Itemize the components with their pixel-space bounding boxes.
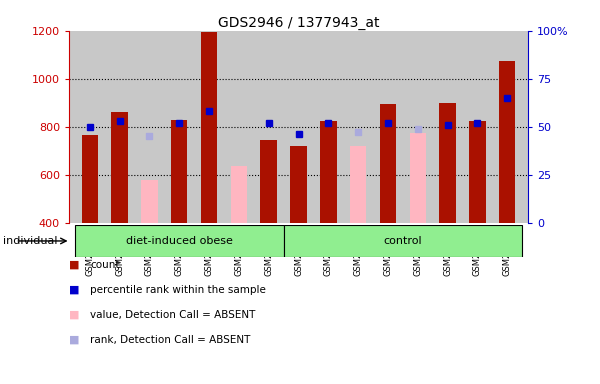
Text: ■: ■ xyxy=(69,335,79,345)
Bar xyxy=(284,225,522,257)
Text: ■: ■ xyxy=(69,285,79,295)
Text: ■: ■ xyxy=(69,260,79,270)
Title: GDS2946 / 1377943_at: GDS2946 / 1377943_at xyxy=(218,16,379,30)
Bar xyxy=(439,103,456,223)
Bar xyxy=(201,32,217,223)
Bar xyxy=(290,146,307,223)
Text: diet-induced obese: diet-induced obese xyxy=(126,236,233,246)
Bar xyxy=(230,166,247,223)
Bar xyxy=(171,119,187,223)
Bar xyxy=(469,121,485,223)
Text: value, Detection Call = ABSENT: value, Detection Call = ABSENT xyxy=(90,310,256,320)
Bar xyxy=(141,180,158,223)
Bar xyxy=(380,104,396,223)
Bar xyxy=(499,61,515,223)
Text: rank, Detection Call = ABSENT: rank, Detection Call = ABSENT xyxy=(90,335,250,345)
Bar xyxy=(350,146,367,223)
Bar xyxy=(320,121,337,223)
Bar xyxy=(260,140,277,223)
Text: percentile rank within the sample: percentile rank within the sample xyxy=(90,285,266,295)
Bar xyxy=(112,113,128,223)
Text: ■: ■ xyxy=(69,310,79,320)
Bar xyxy=(82,135,98,223)
Text: count: count xyxy=(90,260,119,270)
Bar xyxy=(75,225,284,257)
Text: control: control xyxy=(383,236,422,246)
Bar xyxy=(410,133,426,223)
Text: individual: individual xyxy=(3,236,58,246)
